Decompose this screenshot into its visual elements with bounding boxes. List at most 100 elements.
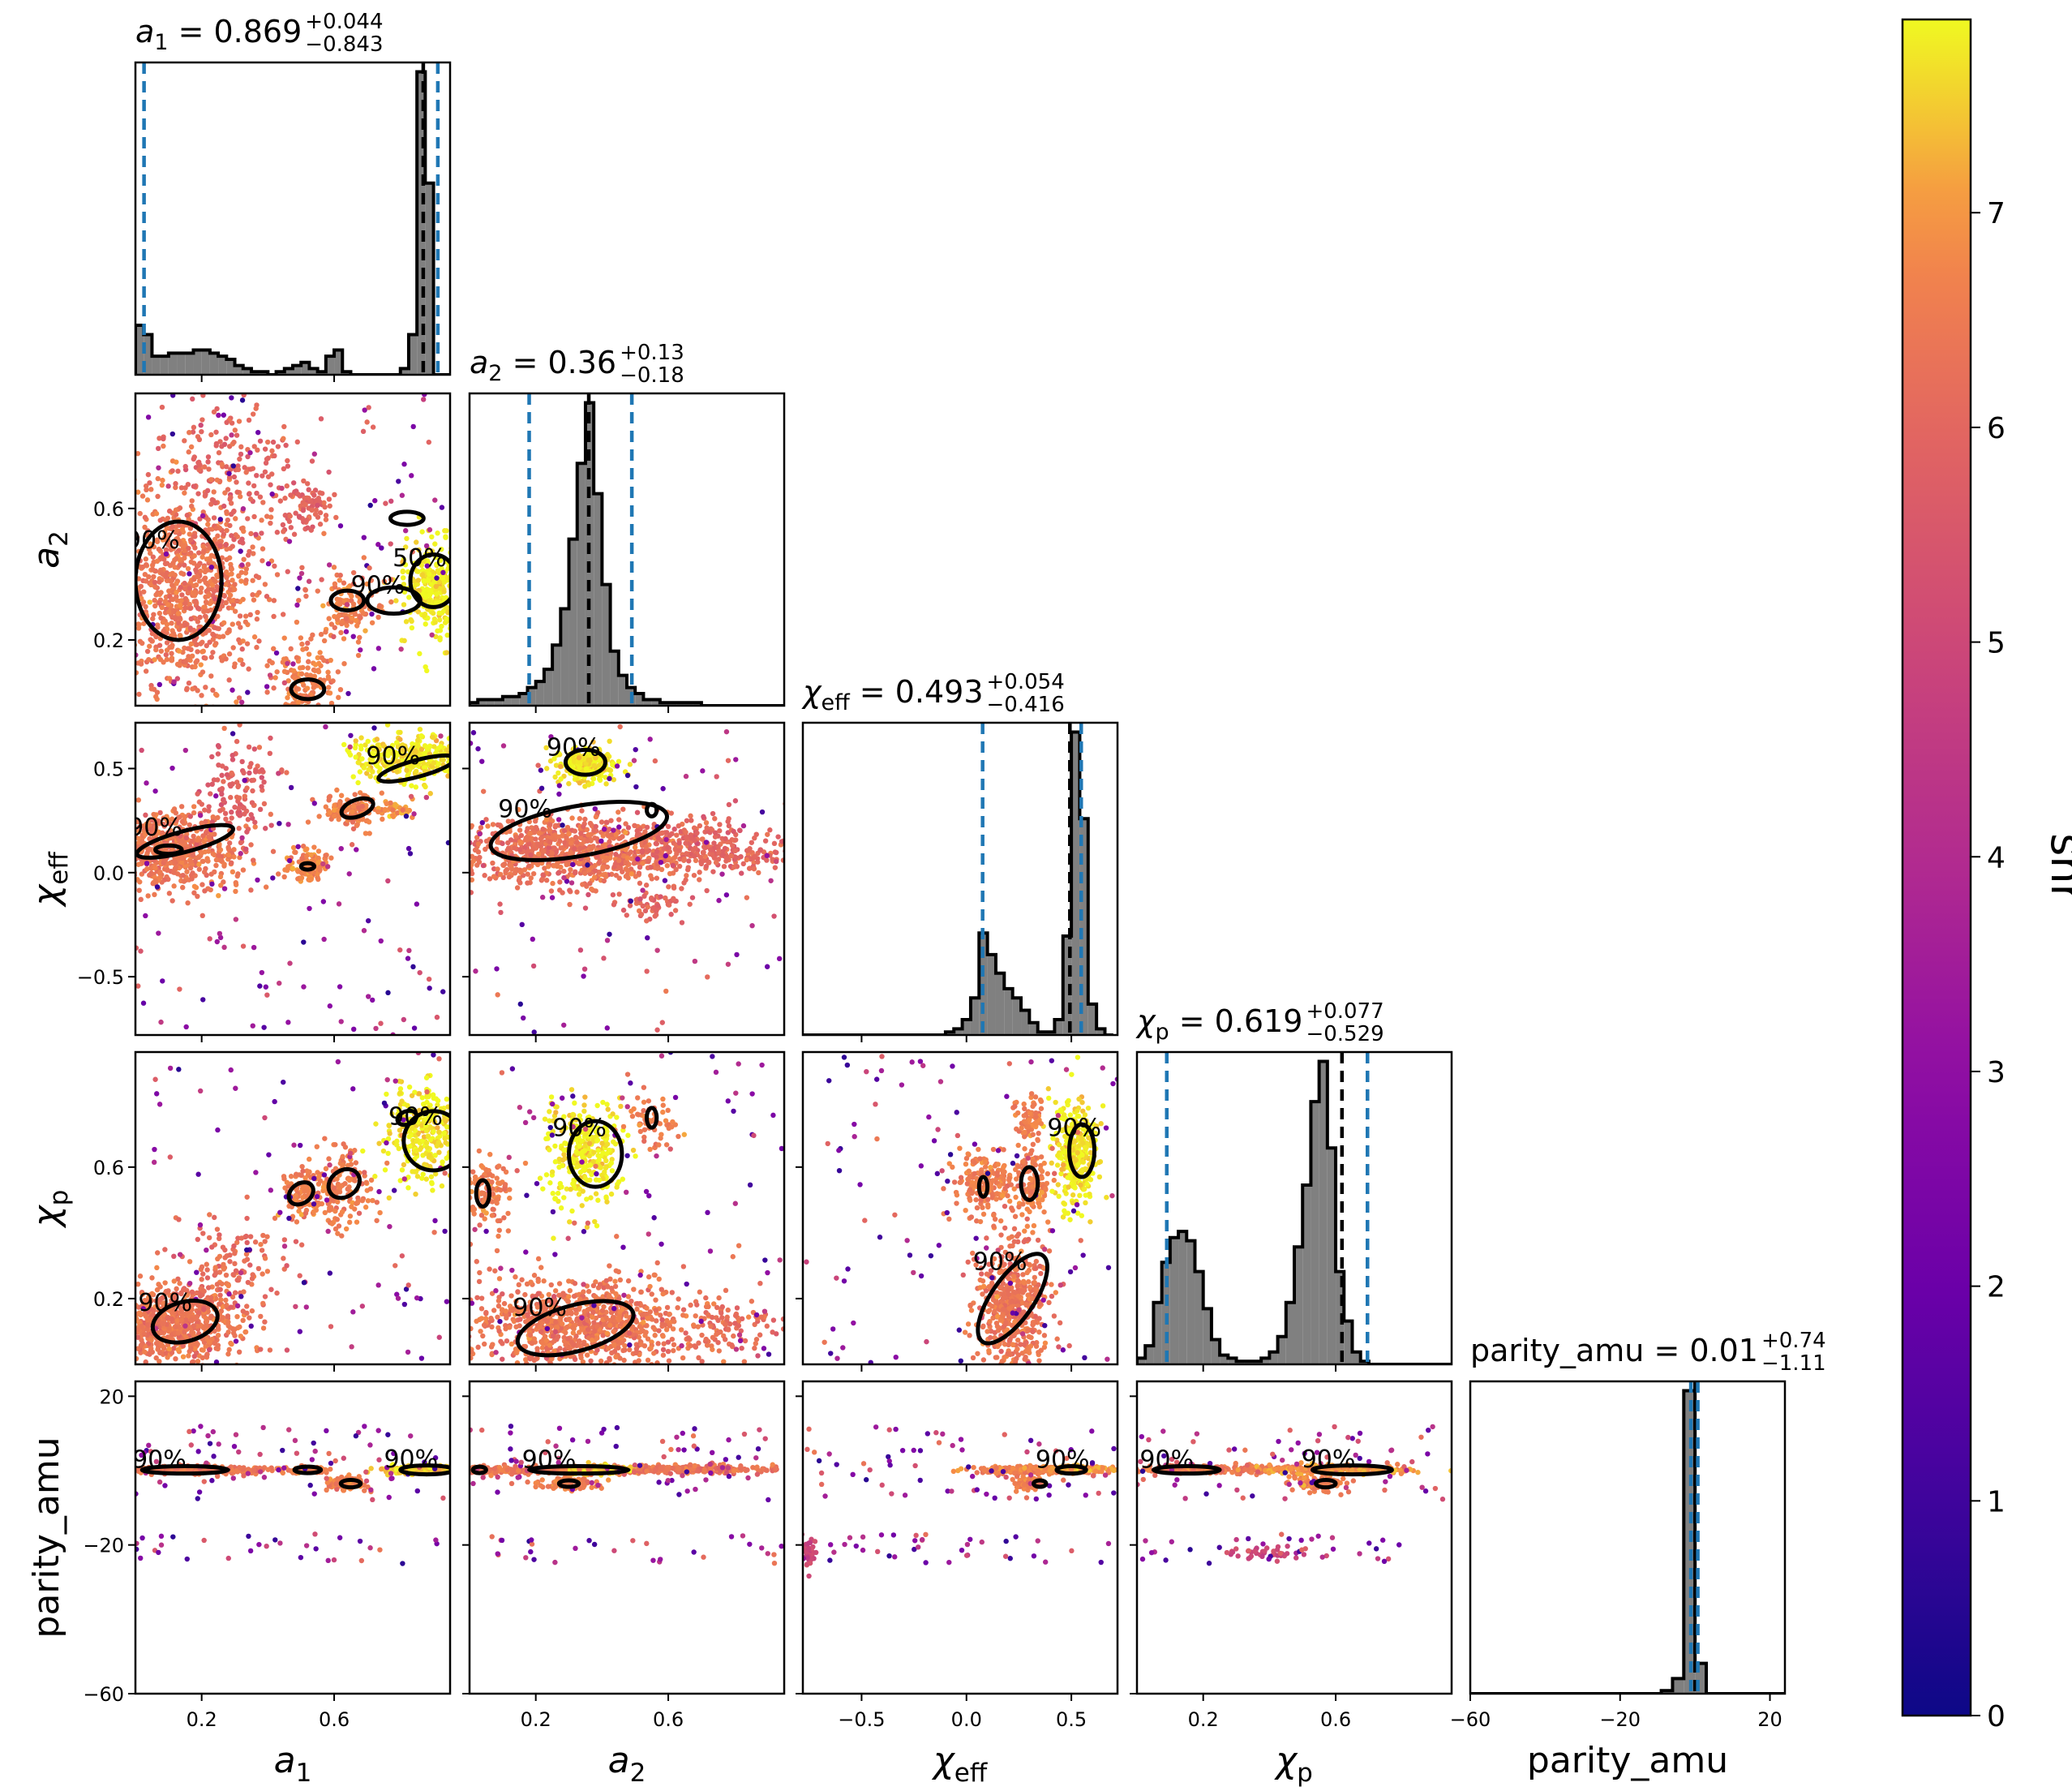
outlier-point <box>345 690 351 697</box>
sample-point <box>679 886 684 891</box>
sample-point <box>217 874 224 880</box>
sample-point <box>199 554 205 560</box>
sample-point <box>459 760 464 765</box>
sample-point <box>169 898 175 904</box>
sample-point <box>246 491 252 497</box>
sample-point <box>171 806 178 812</box>
outlier-point <box>556 817 562 822</box>
sample-point <box>611 902 617 908</box>
sample-point <box>650 905 656 911</box>
sample-point <box>461 824 466 829</box>
sample-point <box>585 838 590 844</box>
histogram-bar <box>144 334 152 375</box>
sample-point <box>691 853 697 859</box>
sample-point <box>703 820 710 826</box>
sample-point <box>224 419 230 426</box>
outlier-point <box>494 966 500 972</box>
sample-point <box>471 608 476 613</box>
outlier-point <box>145 414 152 420</box>
histogram-bar <box>610 651 619 706</box>
outlier-point <box>226 470 232 476</box>
sample-point <box>166 588 172 594</box>
sample-point <box>201 565 207 570</box>
sample-point <box>312 668 318 673</box>
sample-point <box>265 455 271 462</box>
sample-point <box>437 637 443 642</box>
outlier-point <box>521 1015 526 1021</box>
sample-point <box>672 846 678 853</box>
title-plus: +0.13 <box>620 341 684 365</box>
sample-point <box>681 856 687 862</box>
sample-point <box>616 875 622 881</box>
sample-point <box>271 685 277 691</box>
sample-point <box>315 588 320 594</box>
outlier-point <box>683 773 689 780</box>
sample-point <box>418 562 425 569</box>
sample-point <box>730 843 736 848</box>
sample-point <box>104 683 109 688</box>
sample-point <box>323 853 328 858</box>
sample-point <box>670 870 676 876</box>
sample-point <box>234 432 240 438</box>
sample-point <box>436 610 442 616</box>
sample-point <box>336 694 341 701</box>
sample-point <box>247 770 252 776</box>
sample-point <box>144 487 149 493</box>
sample-point <box>381 578 388 584</box>
sample-point <box>512 870 518 876</box>
sample-point <box>127 560 131 565</box>
sample-point <box>196 861 202 867</box>
sample-point <box>608 818 614 823</box>
sample-point <box>309 507 315 513</box>
sample-point <box>222 490 228 496</box>
sample-point <box>130 841 135 846</box>
sample-point <box>178 485 185 491</box>
sample-point <box>231 508 237 514</box>
contour-line <box>376 753 450 784</box>
sample-point <box>451 590 456 595</box>
sample-point <box>684 818 690 823</box>
outlier-point <box>139 747 144 754</box>
sample-point <box>362 628 368 634</box>
sample-point <box>294 439 301 445</box>
sample-point <box>115 621 120 626</box>
sample-point <box>587 820 594 827</box>
sample-point <box>253 769 259 775</box>
sample-point <box>361 555 367 560</box>
sample-point <box>332 814 337 819</box>
sample-point <box>157 642 163 648</box>
sample-point <box>425 615 431 621</box>
sample-point <box>135 818 141 825</box>
sample-point <box>444 632 450 638</box>
sample-point <box>526 863 532 869</box>
sample-point <box>196 578 203 584</box>
sample-point <box>666 902 672 908</box>
sample-point <box>726 816 731 822</box>
outlier-point <box>438 733 444 739</box>
sample-point <box>158 648 165 654</box>
sample-point <box>470 612 475 617</box>
sample-point <box>431 616 438 622</box>
sample-point <box>183 686 190 693</box>
sample-point <box>169 657 174 664</box>
histogram-bar <box>201 350 210 375</box>
sample-point <box>109 556 114 561</box>
outlier-point <box>427 986 432 991</box>
sample-point <box>290 701 297 706</box>
outlier-point <box>347 744 353 750</box>
sample-point <box>240 525 246 531</box>
sample-point <box>474 847 479 853</box>
sample-point <box>547 827 552 833</box>
sample-point <box>640 861 646 866</box>
outlier-point <box>475 745 481 752</box>
sample-point <box>236 695 242 701</box>
contour-line <box>135 822 236 860</box>
sample-point <box>146 846 152 852</box>
sample-point <box>384 839 388 844</box>
sample-point <box>197 614 203 621</box>
sample-point <box>384 861 388 866</box>
outlier-point <box>611 827 616 833</box>
sample-point <box>203 492 208 497</box>
sample-point <box>671 896 676 902</box>
sample-point <box>249 800 255 805</box>
